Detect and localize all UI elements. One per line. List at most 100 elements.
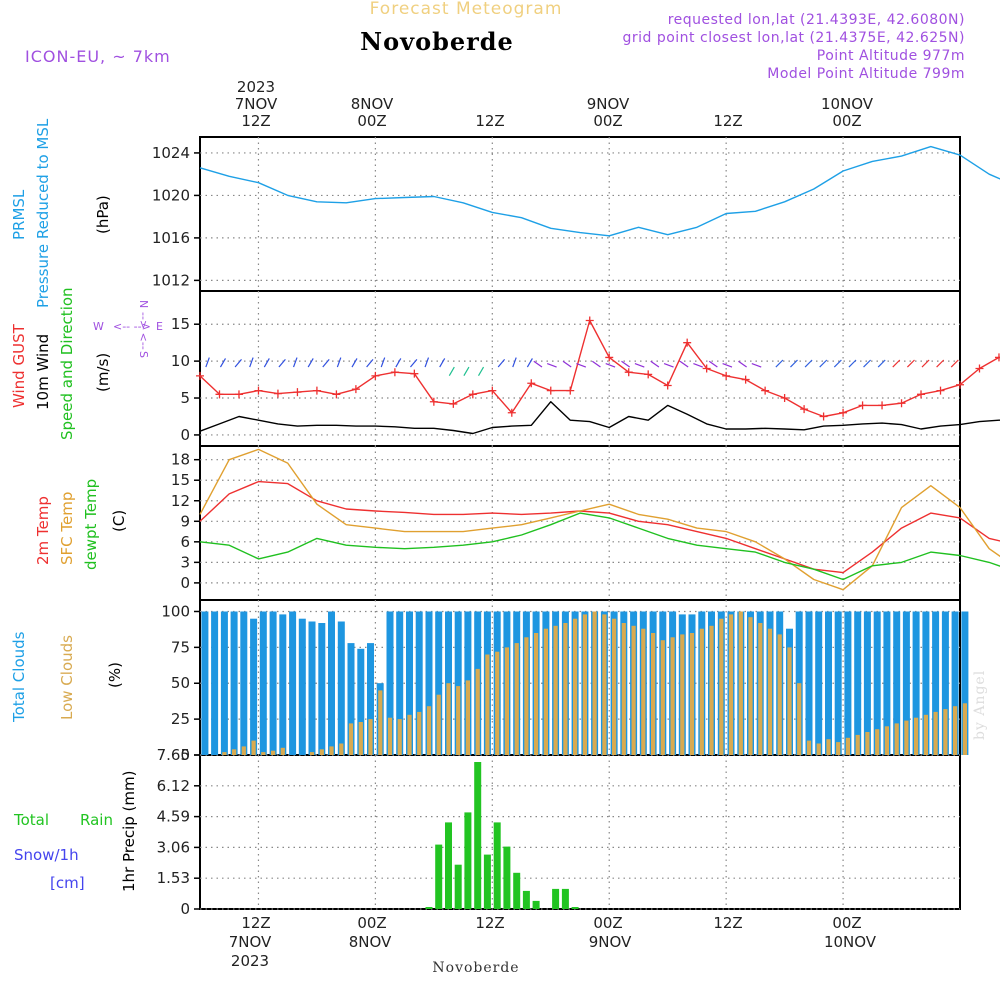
precip-bar xyxy=(571,907,579,909)
low-clouds-bar xyxy=(855,734,860,755)
wind-direction-arrow xyxy=(605,363,616,368)
bottom-axis-hour: 12Z xyxy=(475,914,504,932)
pressure-unit: (hPa) xyxy=(94,195,112,234)
total-clouds-bar xyxy=(298,618,306,755)
total-clouds-bar xyxy=(386,611,394,755)
low-clouds-bar xyxy=(738,611,743,755)
wind-direction-arrow xyxy=(292,357,298,368)
wind-gust-label: Wind GUST xyxy=(10,323,28,408)
precip-bar xyxy=(522,890,530,909)
low-clouds-bar xyxy=(368,719,373,755)
wind-gust-point xyxy=(956,380,964,389)
low-clouds-bar xyxy=(504,647,509,755)
low-clouds-bar xyxy=(865,732,870,755)
low-clouds-bar xyxy=(836,742,841,755)
total-clouds-bar xyxy=(347,643,355,755)
low-clouds-bar xyxy=(456,686,461,755)
wind-direction-arrow xyxy=(693,363,703,368)
wind-direction-arrow xyxy=(804,359,813,368)
wind-gust-point xyxy=(936,386,945,395)
wind-gust-point xyxy=(624,368,633,377)
wind-gust-point xyxy=(507,408,516,417)
top-axis-day: 7NOV xyxy=(235,95,278,113)
precip-panel-frame xyxy=(199,754,961,910)
wind-gust-point xyxy=(429,397,438,406)
total-clouds-bar xyxy=(922,611,930,755)
wind-gust-point xyxy=(293,388,302,397)
wind-direction-arrow xyxy=(463,366,470,377)
bottom-axis-hour: 00Z xyxy=(832,914,861,932)
clouds-y-tick-label: 25 xyxy=(171,710,190,728)
wind-direction-arrow xyxy=(621,360,631,368)
precip-bar xyxy=(503,846,511,909)
total-clouds-bar xyxy=(902,611,910,755)
total-clouds-bar xyxy=(396,611,404,755)
wind-direction-arrow xyxy=(380,357,386,368)
temperature-y-tick-label: 9 xyxy=(180,512,190,530)
clouds-y-tick-label: 50 xyxy=(171,674,190,692)
low-clouds-bar xyxy=(329,746,334,755)
low-clouds-bar xyxy=(232,749,237,755)
total-clouds-label: Total Clouds xyxy=(10,631,28,723)
low-clouds-bar xyxy=(758,623,763,755)
precip-bar xyxy=(532,900,540,909)
total-clouds-bar xyxy=(912,611,920,755)
wind-gust-point xyxy=(819,412,828,421)
low-clouds-bar xyxy=(904,720,909,755)
bottom-axis-hour: 12Z xyxy=(241,914,270,932)
wind-direction-arrow xyxy=(410,359,418,368)
precip-bar xyxy=(454,864,462,909)
wind-direction-arrow xyxy=(591,360,601,368)
clouds-y-tick-label: 100 xyxy=(161,602,190,620)
temp-2m-label: 2m Temp xyxy=(34,496,52,565)
wind-direction-arrow xyxy=(448,366,455,376)
low-clouds-bar xyxy=(699,628,704,755)
low-clouds-bar xyxy=(446,683,451,755)
wind-direction-arrow xyxy=(921,359,930,368)
low-clouds-bar xyxy=(933,711,938,755)
total-clouds-bar xyxy=(279,614,287,755)
low-clouds-bar xyxy=(271,750,276,755)
wind-gust-point xyxy=(839,408,848,417)
temperature-y-tick-label: 3 xyxy=(180,553,190,571)
point-altitude: Point Altitude 977m xyxy=(817,48,965,64)
low-clouds-bar xyxy=(728,614,734,755)
low-clouds-bar xyxy=(436,694,441,755)
top-axis-day: 9NOV xyxy=(587,95,630,113)
wind-direction-arrow xyxy=(679,360,689,368)
precip-bar xyxy=(425,907,433,909)
low-clouds-bar xyxy=(914,717,919,755)
total-clouds-bar xyxy=(435,611,443,755)
low-clouds-bar xyxy=(943,709,948,755)
bottom-axis-day: 8NOV xyxy=(349,933,392,951)
wind-y-tick-label: 5 xyxy=(180,389,190,407)
low-clouds-bar xyxy=(894,723,899,755)
pressure-labels: PRMSL Pressure Reduced to MSL (hPa) xyxy=(10,118,112,308)
low-clouds-bar xyxy=(553,625,558,755)
wind-direction-arrow xyxy=(477,366,485,377)
low-clouds-bar xyxy=(923,714,928,755)
wind-direction-arrow xyxy=(634,363,645,368)
wind-gust-point xyxy=(994,353,1000,362)
precip-bar xyxy=(561,888,569,909)
wind-gust-point xyxy=(878,401,887,410)
wind-direction-arrow xyxy=(663,363,674,368)
low-clouds-bar xyxy=(709,625,714,755)
compass-horizontal-arrows: <-- --> xyxy=(113,320,151,333)
temperature-series-2m-temp xyxy=(199,480,1000,574)
compass-vertical-arrows: --> <-- xyxy=(137,312,150,350)
wind-direction-arrow xyxy=(234,359,242,368)
total-clouds-bar xyxy=(269,611,277,755)
total-clouds-bar xyxy=(211,611,219,755)
low-clouds-bar xyxy=(319,749,324,755)
total-clouds-bar xyxy=(240,611,248,755)
low-clouds-bar xyxy=(592,611,597,755)
total-clouds-bar xyxy=(367,643,374,755)
wind-direction-arrow xyxy=(307,358,314,368)
top-axis-day: 10NOV xyxy=(821,95,874,113)
pressure-y-tick-label: 1016 xyxy=(152,229,190,247)
wind-direction-arrow xyxy=(848,359,857,368)
total-rain-label-b: Rain xyxy=(80,811,113,829)
total-clouds-bar xyxy=(308,621,316,755)
bottom-axis-hour: 00Z xyxy=(357,914,386,932)
